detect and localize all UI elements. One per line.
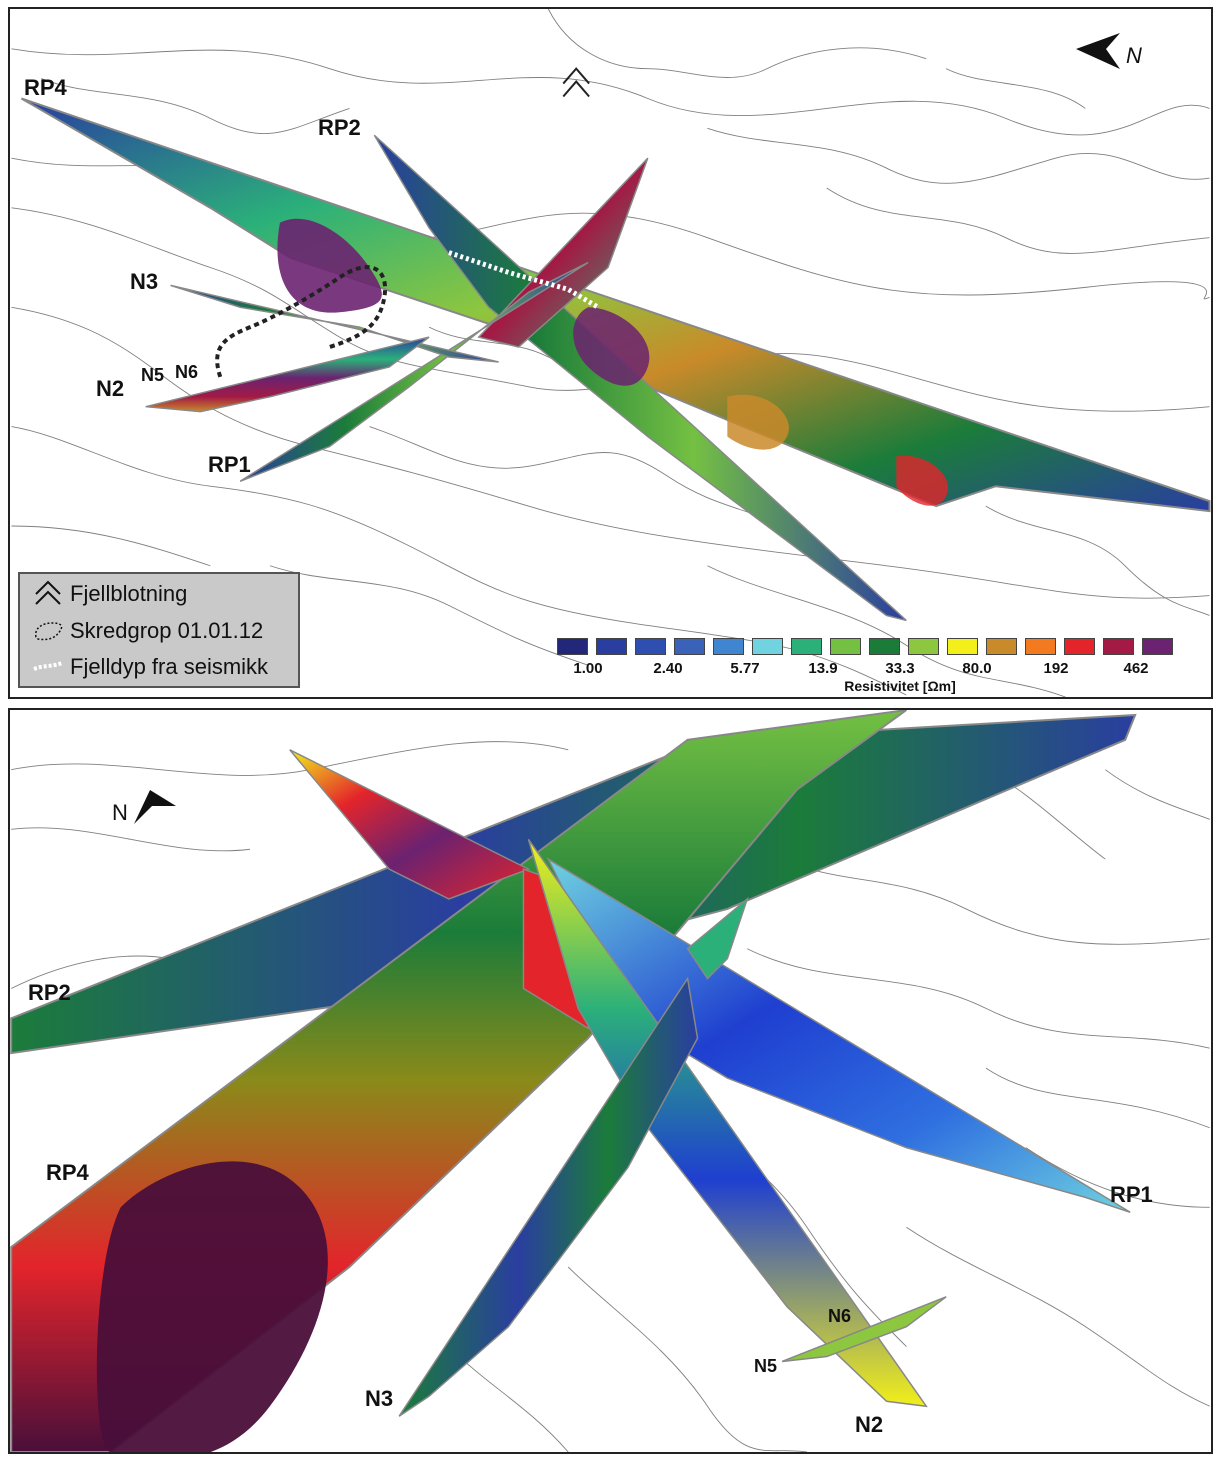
label-rp1: RP1: [208, 452, 251, 477]
colorbar-title: Resistivitet [Ωm]: [844, 678, 956, 694]
legend-label-slide-scar: Skredgrop 01.01.12: [70, 618, 264, 643]
colorbar-tick: 192: [1043, 660, 1069, 677]
colorbar-tick: 80.0: [962, 660, 992, 677]
map-legend: Fjellblotning Skredgrop 01.01.12 Fjelldy…: [18, 572, 300, 688]
colorbar-swatch: [830, 638, 861, 655]
north-arrow-bottom: N: [110, 786, 190, 830]
colorbar-swatch: [908, 638, 939, 655]
north-label: N: [112, 800, 128, 825]
colorbar-swatch: [674, 638, 705, 655]
seismic-depth-line-icon: [33, 661, 63, 671]
seismic-depth-line: [448, 250, 600, 310]
north-label: N: [1126, 43, 1142, 68]
colorbar-swatch: [713, 638, 744, 655]
label-n5: N5: [754, 1356, 778, 1376]
label-rp4: RP4: [46, 1160, 89, 1185]
colorbar-tick: 5.77: [730, 660, 760, 677]
profile-n2-section: [527, 838, 928, 1408]
label-rp1: RP1: [1110, 1182, 1153, 1207]
profile-rp4-section: [20, 97, 1211, 513]
label-n2: N2: [96, 376, 125, 401]
legend-item-outcrop: Fjellblotning: [30, 579, 187, 609]
label-n3: N3: [365, 1386, 394, 1411]
profile-n6-section: [781, 1296, 947, 1363]
label-rp2: RP2: [28, 980, 71, 1005]
label-n2: N2: [855, 1412, 884, 1437]
colorbar-swatch: [1025, 638, 1056, 655]
colorbar-swatch: [947, 638, 978, 655]
outcrop-symbol: [562, 67, 590, 98]
colorbar-swatch: [557, 638, 588, 655]
colorbar-swatch: [1142, 638, 1173, 655]
colorbar-tick: 13.9: [808, 660, 838, 677]
colorbar-tick: 2.40: [653, 660, 683, 677]
north-arrow-top: N: [1074, 29, 1154, 73]
colorbar-tick: 33.3: [885, 660, 915, 677]
legend-label-seismic: Fjelldyp fra seismikk: [70, 654, 269, 679]
label-n3: N3: [130, 269, 159, 294]
label-rp4: RP4: [24, 75, 67, 100]
label-n6: N6: [828, 1306, 852, 1326]
north-arrow-icon: [134, 790, 176, 824]
label-rp2: RP2: [318, 115, 361, 140]
colorbar-swatch: [635, 638, 666, 655]
legend-item-seismic: Fjelldyp fra seismikk: [30, 652, 268, 682]
legend-item-slide-scar: Skredgrop 01.01.12: [30, 616, 263, 646]
colorbar-tick: 1.00: [573, 660, 603, 677]
colorbar-swatch: [752, 638, 783, 655]
top-map-panel: RP4 RP2 N3 N5 N6 N2 RP1 N Fjellblotning …: [8, 7, 1213, 699]
bottom-3d-scene: [10, 710, 1210, 1452]
slide-scar-outline-icon: [35, 622, 63, 641]
bottom-map-panel: N RP2 RP4 RP1 N6 N5 N3 N2: [8, 708, 1213, 1454]
resistivity-profiles-bottom: [10, 710, 1137, 1452]
label-n5: N5: [141, 365, 165, 385]
resistivity-colorbar: 1.00 2.40 5.77 13.9 33.3 80.0 192 462 Re…: [553, 636, 1211, 696]
contour-lines-bottom: [11, 741, 1210, 1452]
colorbar-swatch: [596, 638, 627, 655]
colorbar-swatch: [791, 638, 822, 655]
colorbar-swatch: [986, 638, 1017, 655]
colorbar-swatch: [1064, 638, 1095, 655]
slide-scar-outline: [215, 265, 388, 378]
north-arrow-icon: [1076, 33, 1120, 69]
label-n6: N6: [175, 362, 199, 382]
legend-label-outcrop: Fjellblotning: [70, 581, 188, 606]
colorbar-swatch: [869, 638, 900, 655]
colorbar-swatch: [1103, 638, 1134, 655]
outcrop-chevron-icon: [35, 580, 61, 605]
profile-nw-section: [289, 749, 531, 900]
resistivity-profiles-top: [20, 97, 1211, 622]
top-3d-scene: [11, 9, 1211, 697]
colorbar-tick: 462: [1123, 660, 1149, 677]
profile-n3-section: [398, 976, 699, 1417]
profile-n2-section: [145, 336, 430, 413]
profile-small-section: [686, 896, 749, 980]
profile-rp1-section: [239, 261, 589, 482]
